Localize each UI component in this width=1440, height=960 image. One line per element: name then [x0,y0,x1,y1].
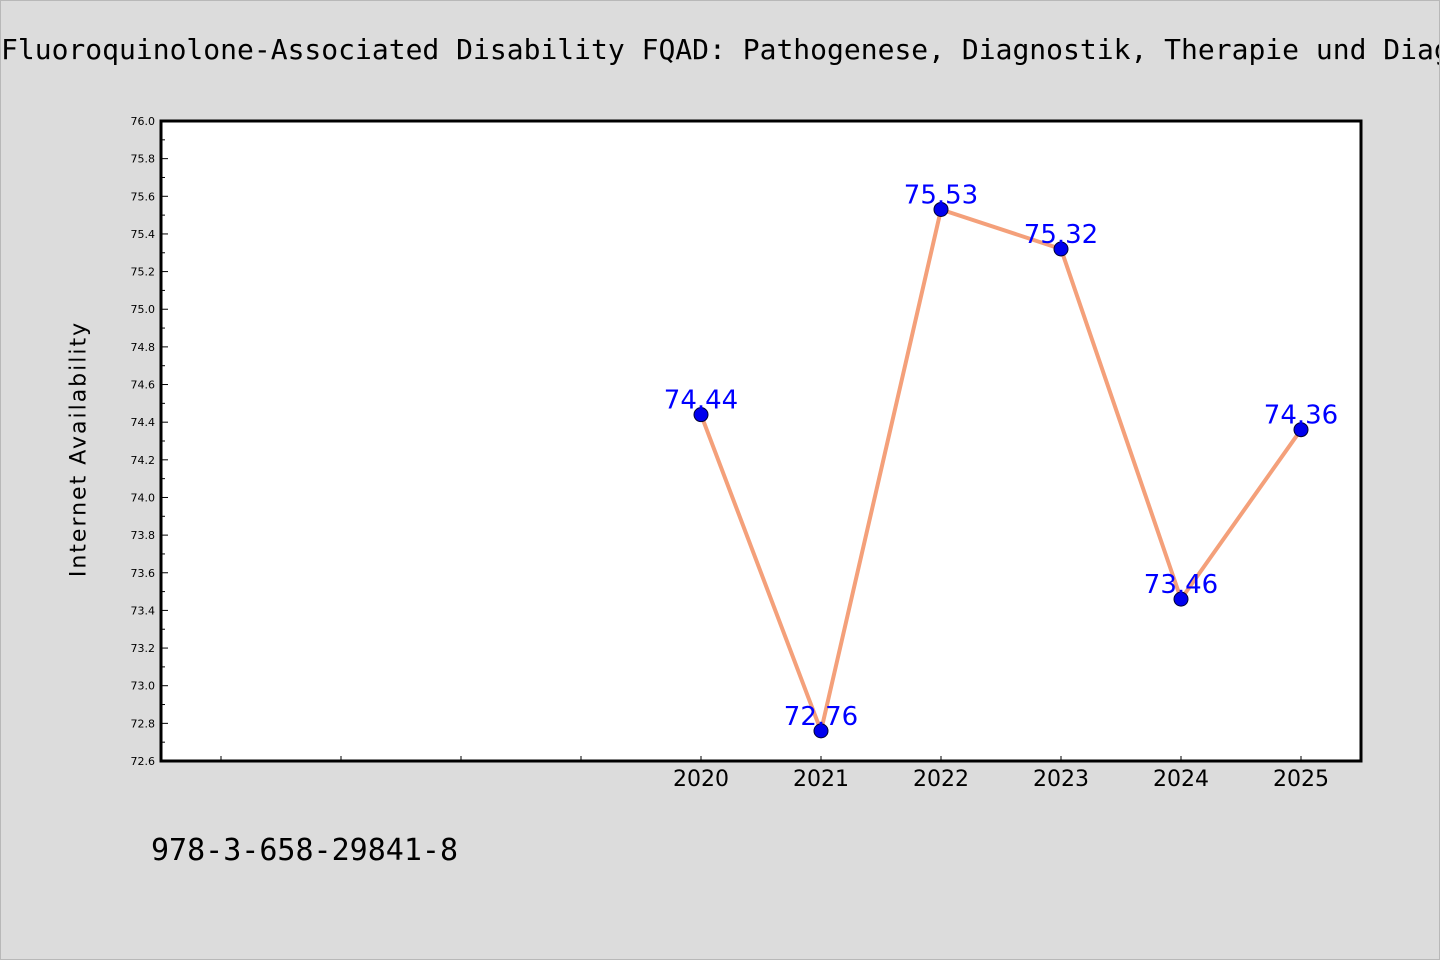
x-tick-label: 2024 [1153,767,1209,792]
y-tick-label: 73.2 [131,642,156,655]
y-tick-label: 72.6 [131,755,156,768]
isbn-text: 978-3-658-29841-8 [151,833,459,868]
data-point [813,723,829,739]
y-tick-label: 74.6 [131,379,156,392]
data-label: 75.32 [1024,220,1098,250]
plot-area [161,121,1361,761]
data-point [693,407,709,423]
y-tick-label: 74.0 [131,491,156,504]
y-tick-label: 73.0 [131,680,156,693]
data-point [933,201,949,217]
data-point [1173,591,1189,607]
y-tick-label: 73.8 [131,529,156,542]
y-tick-label: 74.8 [131,341,156,354]
plot-frame [159,119,1363,763]
y-tick-label: 72.8 [131,717,156,730]
y-tick-label: 75.6 [131,190,156,203]
chart-title: Fluoroquinolone-Associated Disability FQ… [1,33,1439,66]
y-tick-label: 73.4 [131,604,156,617]
data-point [1053,241,1069,257]
y-tick-label: 75.4 [131,228,156,241]
y-tick-label: 76.0 [131,115,156,128]
y-tick-label: 73.6 [131,567,156,580]
data-label: 73.46 [1144,570,1218,600]
x-tick-label: 2022 [913,767,969,792]
y-tick-label: 75.0 [131,303,156,316]
x-tick-label: 2020 [673,767,729,792]
data-label: 72.76 [784,702,858,732]
y-tick-label: 74.2 [131,454,156,467]
data-label: 74.36 [1264,401,1338,431]
x-tick-label: 2025 [1273,767,1329,792]
data-label: 74.44 [664,386,738,416]
y-tick-label: 75.2 [131,266,156,279]
series-line [699,207,1303,733]
y-tick-label: 75.8 [131,153,156,166]
y-tick-label: 74.4 [131,416,156,429]
x-tick-label: 2021 [793,767,849,792]
data-point [1293,422,1309,438]
x-tick-label: 2023 [1033,767,1089,792]
data-label: 75.53 [904,180,978,210]
